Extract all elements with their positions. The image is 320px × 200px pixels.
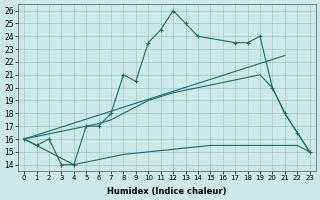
X-axis label: Humidex (Indice chaleur): Humidex (Indice chaleur) (107, 187, 227, 196)
